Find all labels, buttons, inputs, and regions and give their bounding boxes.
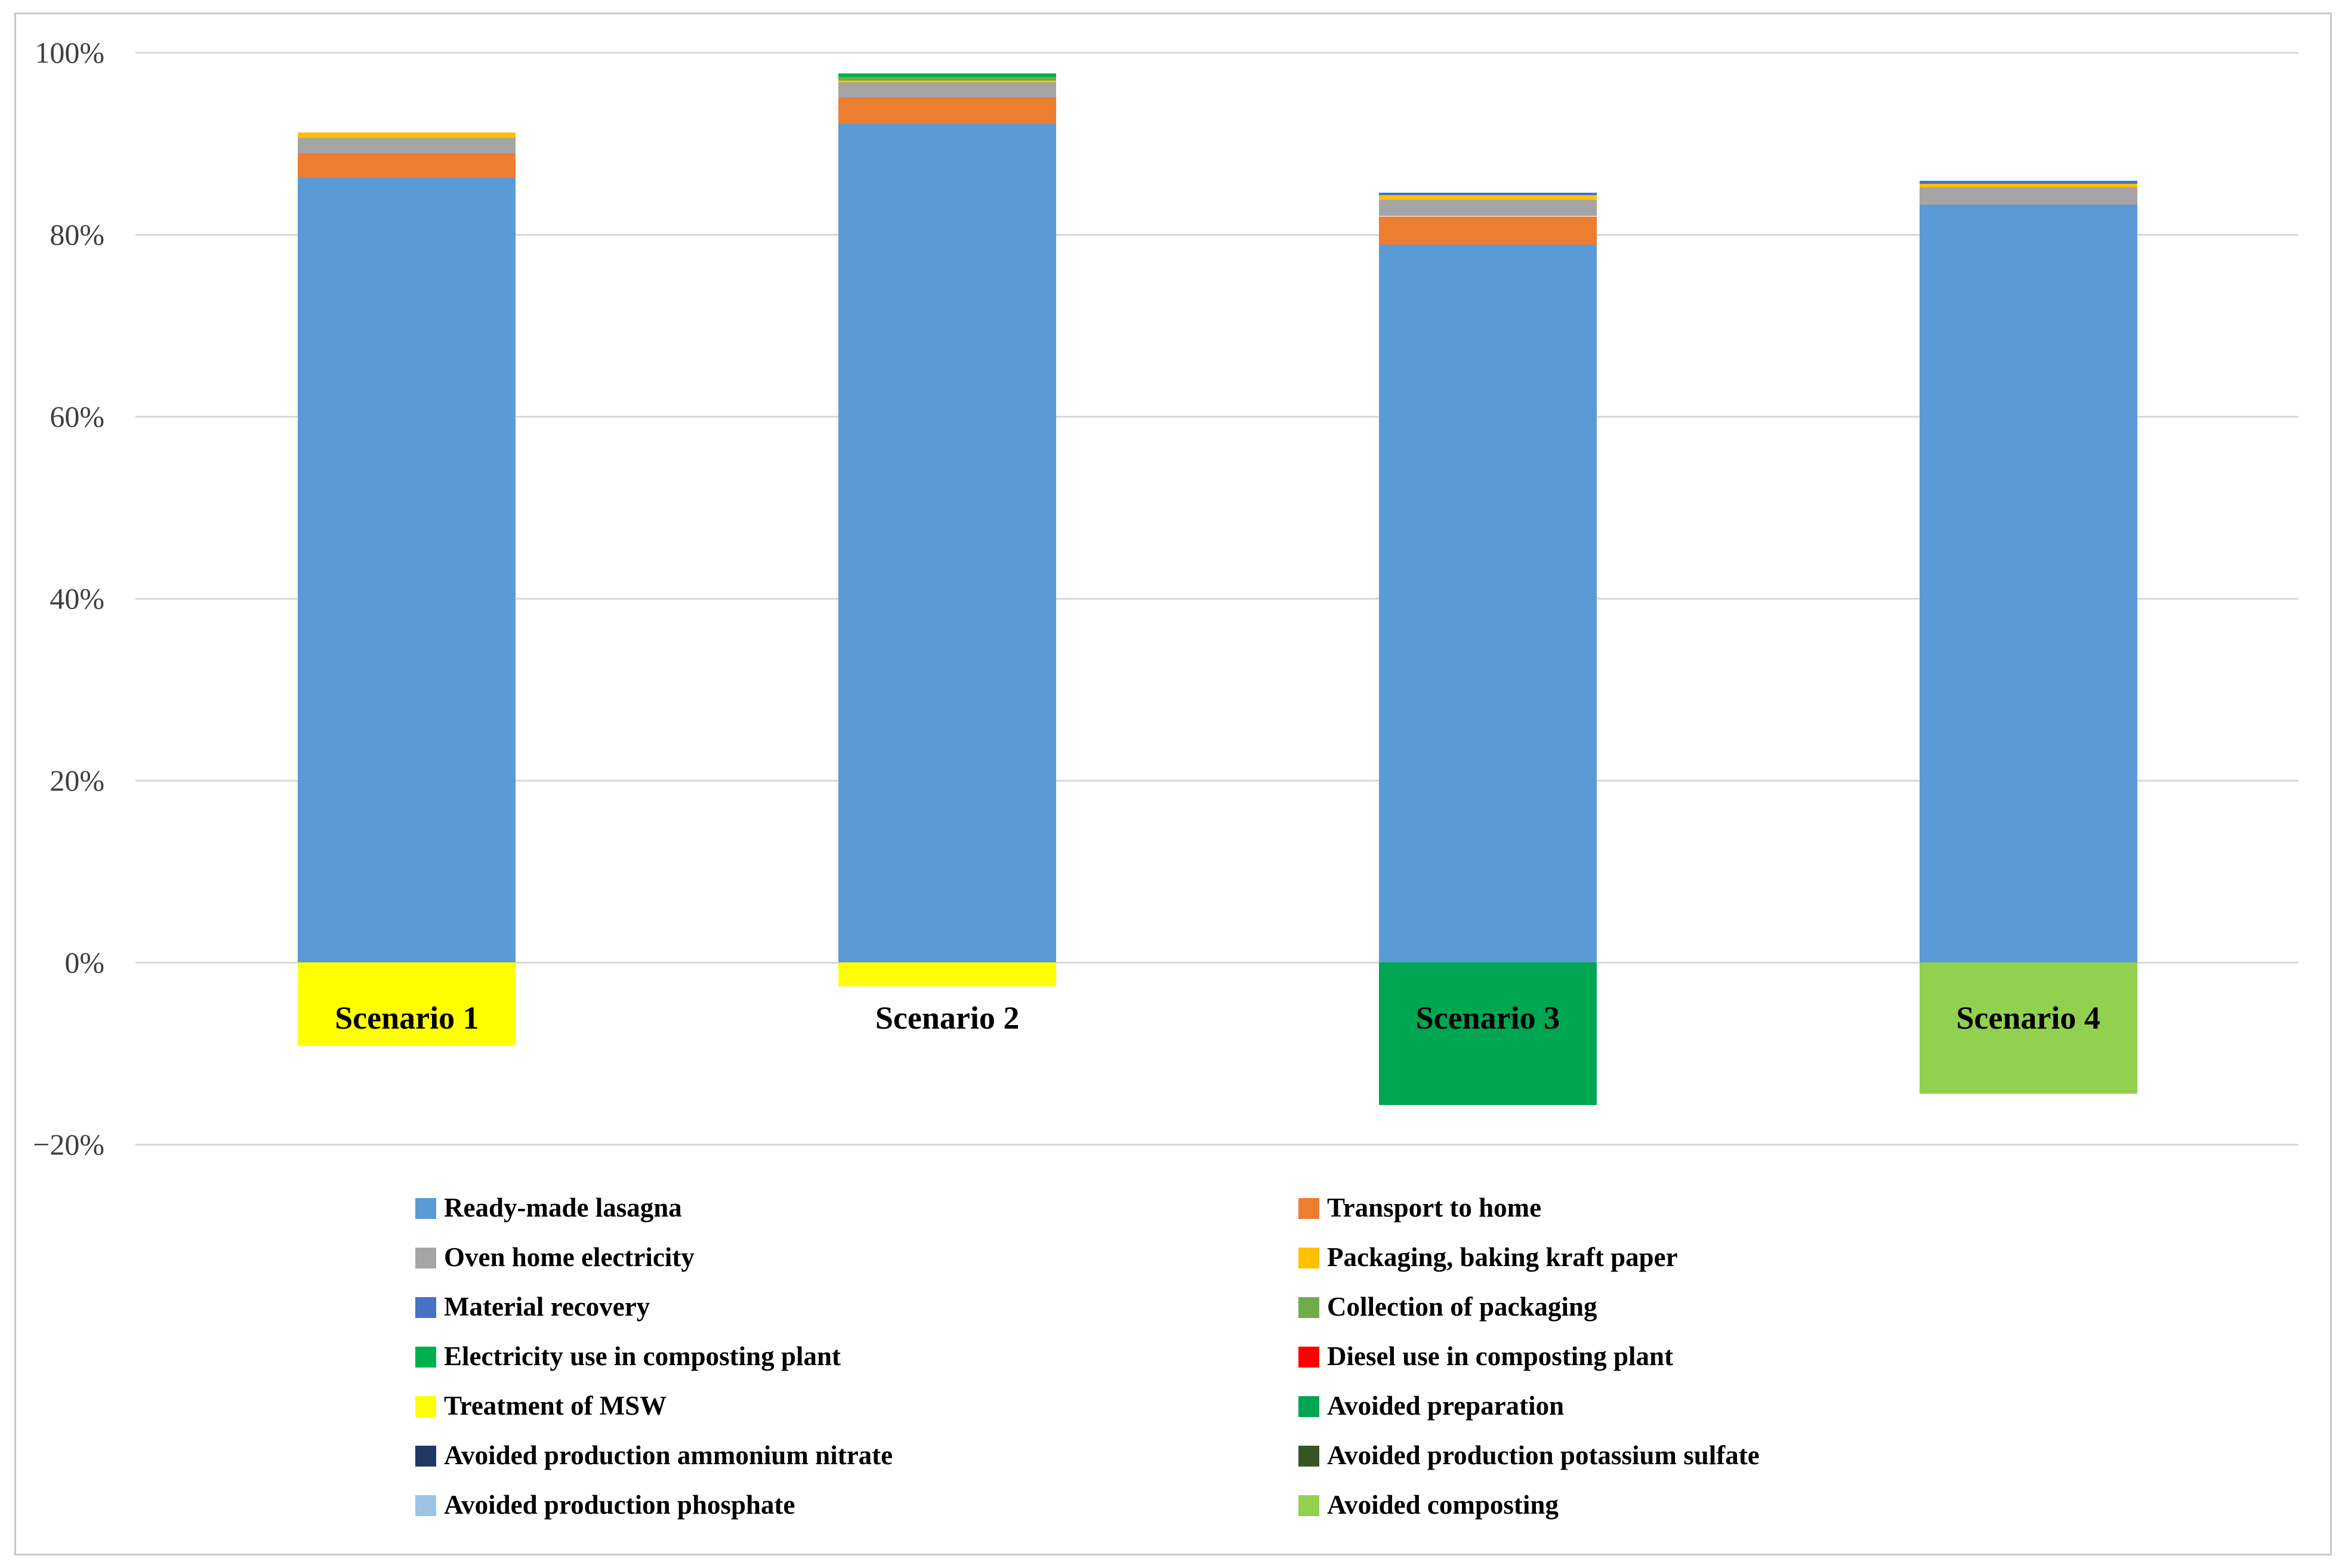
bar-segment: [1378, 200, 1597, 217]
legend-swatch: [415, 1198, 436, 1219]
bar-segment: [838, 77, 1057, 81]
legend-item-label: Avoided production potassium sulfate: [1327, 1440, 1760, 1470]
y-gridline: [135, 779, 2298, 782]
bar-segment: [1919, 187, 2137, 205]
y-axis-tick-label: 0%: [64, 946, 104, 979]
y-gridline: [135, 1143, 2298, 1146]
bar-segment: [298, 177, 516, 962]
legend-swatch: [1298, 1297, 1319, 1318]
category-label: Scenario 1: [335, 1000, 479, 1036]
bar-segment: [838, 962, 1057, 986]
legend-item-label: Avoided preparation: [1327, 1391, 1565, 1421]
legend-item-label: Diesel use in composting plant: [1327, 1341, 1674, 1371]
bar-segment: [838, 73, 1057, 78]
legend-item-label: Transport to home: [1327, 1193, 1542, 1223]
legend-swatch: [415, 1248, 436, 1268]
legend-swatch: [415, 1347, 436, 1368]
legend-swatch: [1298, 1446, 1319, 1467]
y-axis-tick-label: 100%: [35, 36, 104, 69]
legend-item-label: Ready-made lasagna: [444, 1193, 682, 1223]
bar-segment: [1919, 962, 2137, 1094]
legend-item-label: Packaging, baking kraft paper: [1327, 1242, 1678, 1272]
bar-segment: [838, 123, 1057, 962]
legend-item-label: Oven home electricity: [444, 1242, 695, 1272]
bar-segment: [298, 962, 516, 1045]
y-gridline: [135, 415, 2298, 418]
legend-item-label: Electricity use in composting plant: [444, 1341, 841, 1371]
bar-segment: [1378, 195, 1597, 200]
y-gridline: [135, 597, 2298, 600]
bar-segment: [1378, 244, 1597, 962]
bar-segment: [298, 132, 516, 138]
legend-swatch: [1298, 1347, 1319, 1368]
bar-segment: [1919, 181, 2137, 184]
y-axis-tick-label: 20%: [50, 764, 104, 797]
bar-segment: [1919, 204, 2137, 962]
category-label: Scenario 3: [1415, 1000, 1560, 1036]
bar-segment: [298, 138, 516, 154]
y-axis-tick-label: 80%: [50, 218, 104, 251]
bar-segment: [838, 82, 1057, 97]
legend-item-label: Avoided composting: [1327, 1490, 1559, 1520]
category-label: Scenario 4: [1956, 1000, 2100, 1036]
legend-swatch: [415, 1297, 436, 1318]
bar-segment: [1378, 192, 1597, 196]
y-axis-tick-label: 40%: [50, 582, 104, 615]
y-axis-tick-label: 60%: [50, 400, 104, 433]
legend-item-label: Material recovery: [444, 1292, 650, 1322]
legend-swatch: [1298, 1495, 1319, 1516]
legend-item-label: Treatment of MSW: [444, 1391, 667, 1421]
legend-swatch: [1298, 1198, 1319, 1219]
legend-swatch: [415, 1495, 436, 1516]
bar-segment: [838, 81, 1057, 83]
y-gridline: [135, 233, 2298, 236]
legend-item-label: Avoided production phosphate: [444, 1490, 795, 1520]
y-gridline: [135, 961, 2298, 964]
legend-swatch: [415, 1396, 436, 1417]
y-axis-tick-label: −20%: [33, 1128, 104, 1161]
category-label: Scenario 2: [875, 1000, 1020, 1036]
legend-item-label: Avoided production ammonium nitrate: [444, 1440, 893, 1470]
bar-segment: [1378, 962, 1597, 1106]
bar-segment: [1378, 216, 1597, 245]
legend-swatch: [415, 1446, 436, 1467]
bar-segment: [1919, 183, 2137, 187]
legend-swatch: [1298, 1396, 1319, 1417]
bar-segment: [298, 153, 516, 177]
legend-item-label: Collection of packaging: [1327, 1292, 1597, 1322]
y-gridline: [135, 51, 2298, 54]
legend-swatch: [1298, 1248, 1319, 1268]
bar-segment: [838, 97, 1057, 124]
